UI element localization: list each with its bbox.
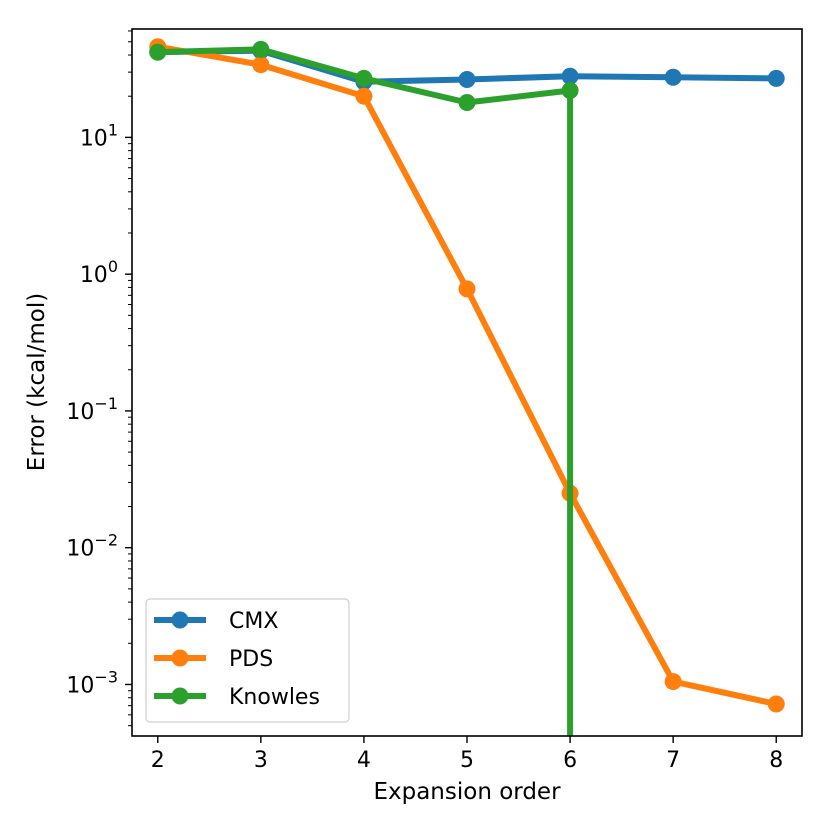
data-point-pds [355,87,373,105]
legend-box [145,598,350,723]
x-tick-label: 2 [151,748,165,773]
series-layer [149,38,785,736]
data-point-cmx [458,70,476,88]
data-point-pds [767,695,785,713]
data-point-knowles [561,82,579,100]
data-point-pds [458,280,476,298]
data-point-knowles [252,40,270,58]
legend-label: Knowles [229,685,320,710]
legend-entry-pds: PDS [154,647,273,672]
series-group [149,38,785,736]
y-tick-exponent: 0 [108,257,118,276]
data-point-cmx [561,67,579,85]
legend-swatch-marker [171,611,189,629]
y-tick-base: 10 [66,537,94,562]
y-tick-base: 10 [80,126,108,151]
y-tick-label: 10−2 [66,531,118,562]
y-tick-base: 10 [66,400,94,425]
y-tick-label: 101 [80,120,118,151]
y-tick-base: 10 [80,263,108,288]
data-point-knowles [458,93,476,111]
legend-swatch-marker [171,687,189,705]
y-axis-label: Error (kcal/mol) [24,293,50,471]
x-tick-label: 5 [460,748,474,773]
y-tick-label: 100 [80,257,118,288]
data-point-pds [664,673,682,691]
data-point-knowles [355,69,373,87]
x-tick-label: 7 [666,748,680,773]
legend-label: CMX [229,609,278,634]
data-point-knowles [149,43,167,61]
x-tick-label: 6 [563,748,577,773]
legend: CMX PDS Knowles [145,598,350,723]
x-tick-label: 4 [357,748,371,773]
y-tick-exponent: −1 [94,394,118,413]
data-point-pds [252,56,270,74]
y-tick-exponent: −3 [94,667,118,686]
legend-swatch-marker [171,649,189,667]
legend-entry-cmx: CMX [154,609,278,634]
x-tick-label: 3 [254,748,268,773]
x-axis-label: Expansion order [373,779,561,805]
legend-label: PDS [229,647,273,672]
legend-entry-knowles: Knowles [154,685,320,710]
y-tick-exponent: 1 [108,120,118,139]
x-tick-label: 8 [769,748,783,773]
series-knowles [149,40,579,736]
y-tick-exponent: −2 [94,531,118,550]
y-tick-label: 10−3 [66,667,118,698]
data-point-cmx [767,69,785,87]
y-tick-base: 10 [66,673,94,698]
y-tick-label: 10−1 [66,394,118,425]
data-point-cmx [664,68,682,86]
series-line-knowles [157,46,574,736]
x-axis-ticks: 2 3 4 5 6 7 8 [151,736,783,773]
